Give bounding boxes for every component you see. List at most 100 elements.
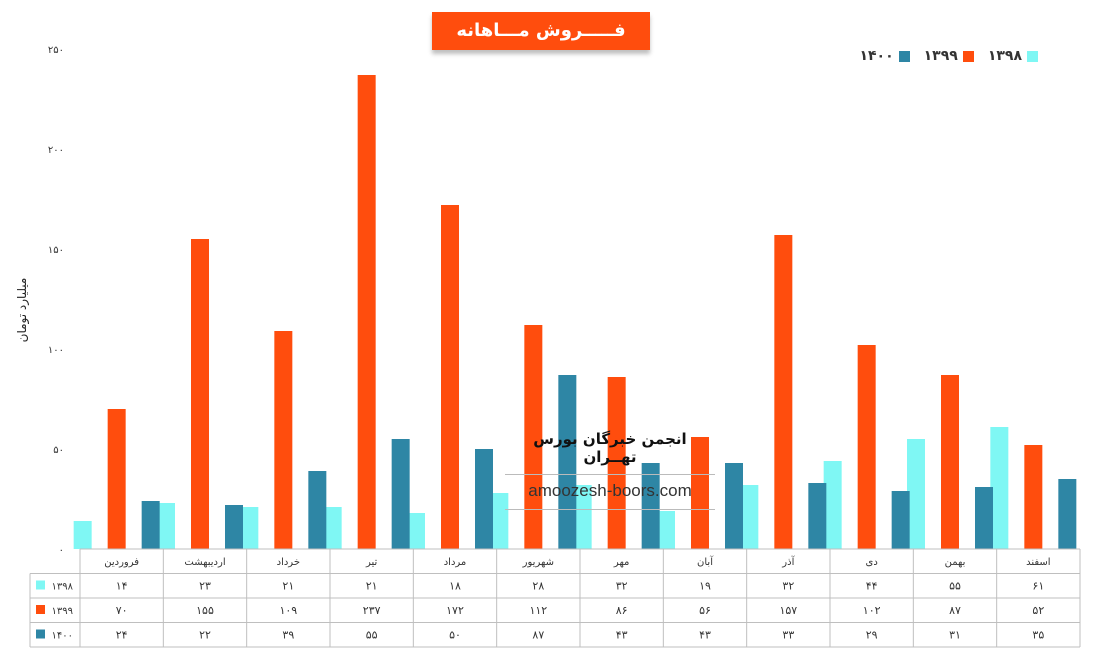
bar-2-8 — [808, 483, 827, 549]
bar-1-5 — [524, 325, 543, 549]
bar-1-10 — [941, 375, 959, 549]
table-cell: ۲۱ — [366, 580, 378, 593]
table-cell: ۲۱ — [282, 580, 294, 593]
bar-2-10 — [975, 487, 993, 549]
table-cell: ۲۳ — [199, 580, 211, 593]
table-cell: ۸۷ — [532, 629, 544, 642]
legend-label-1399: ۱۳۹۹ — [923, 48, 958, 64]
table-series-name: ۱۳۹۸ — [52, 582, 74, 593]
table-cell: ۲۳۷ — [363, 604, 381, 617]
bar-2-5 — [558, 375, 577, 549]
watermark: انجمن خبرگان بورس تهــران amoozesh-boors… — [505, 430, 715, 510]
legend-swatch-1398 — [1027, 50, 1038, 62]
legend-item-1399: ۱۳۹۹ — [924, 48, 974, 64]
bar-0-7 — [657, 511, 675, 549]
bar-2-1 — [225, 505, 243, 549]
table-cell: ۳۹ — [282, 629, 294, 642]
legend-item-1398: ۱۳۹۸ — [988, 48, 1038, 64]
category-label: اردیبهشت — [184, 557, 225, 568]
bar-0-2 — [240, 507, 259, 549]
table-cell: ۸۷ — [949, 604, 961, 617]
bar-1-0 — [107, 409, 126, 549]
table-cell: ۵۰ — [449, 629, 461, 642]
bar-2-3 — [391, 439, 410, 549]
bar-0-1 — [157, 503, 175, 549]
bar-0-0 — [73, 521, 92, 549]
watermark-url: amoozesh-boors.com — [505, 475, 715, 510]
y-tick-label: ۲۰۰ — [48, 145, 64, 156]
table-cell: ۵۵ — [366, 629, 378, 642]
legend-swatch-1400 — [898, 50, 910, 62]
bar-2-6 — [641, 463, 660, 549]
legend-swatch-1399 — [962, 50, 974, 62]
table-cell: ۱۹ — [699, 580, 711, 593]
bar-0-9 — [823, 461, 842, 549]
bar-1-3 — [357, 75, 376, 549]
category-label: مرداد — [444, 557, 467, 568]
category-label: دی — [866, 557, 878, 568]
table-swatch-2 — [36, 629, 45, 639]
category-label: آبان — [697, 555, 714, 568]
category-label: مهر — [613, 557, 629, 568]
table-cell: ۱۱۲ — [529, 604, 547, 617]
table-cell: ۳۲ — [782, 580, 794, 593]
bar-2-2 — [308, 471, 327, 549]
category-label: تیر — [365, 557, 378, 568]
table-cell: ۱۵۵ — [196, 604, 214, 617]
bar-0-6 — [573, 485, 592, 549]
bar-1-11 — [1024, 445, 1043, 549]
table-cell: ۲۸ — [532, 580, 544, 593]
table-cell: ۵۵ — [949, 580, 961, 593]
bar-0-8 — [740, 485, 759, 549]
bar-1-8 — [774, 235, 793, 549]
bar-2-11 — [1058, 479, 1077, 549]
bar-0-3 — [323, 507, 342, 549]
table-cell: ۷۰ — [116, 604, 128, 617]
table-cell: ۳۱ — [949, 629, 961, 642]
legend: ۱۳۹۸ ۱۳۹۹ ۱۴۰۰ — [838, 46, 1038, 66]
y-tick-label: ۲۵۰ — [48, 45, 64, 56]
bar-0-10 — [907, 439, 925, 549]
bar-2-9 — [891, 491, 910, 549]
bar-2-7 — [725, 463, 743, 549]
table-cell: ۵۶ — [699, 604, 711, 617]
legend-label-1400: ۱۴۰۰ — [859, 48, 894, 64]
category-label: اسفند — [1026, 557, 1050, 568]
bar-0-11 — [990, 427, 1009, 549]
category-label: بهمن — [945, 557, 966, 568]
table-cell: ۵۲ — [1032, 604, 1044, 617]
category-label: خرداد — [277, 557, 300, 568]
bar-0-4 — [407, 513, 425, 549]
table-cell: ۳۵ — [1032, 629, 1044, 642]
y-tick-label: ۵۰ — [53, 445, 64, 456]
table-swatch-0 — [36, 580, 45, 590]
y-tick-label: ۱۵۰ — [48, 245, 64, 256]
bar-0-5 — [490, 493, 509, 549]
category-label: شهریور — [522, 557, 554, 568]
bar-2-0 — [141, 501, 160, 549]
table-cell: ۱۵۷ — [779, 604, 797, 617]
table-cell: ۱۰۲ — [863, 604, 881, 617]
bar-1-4 — [441, 205, 459, 549]
table-swatch-1 — [36, 605, 45, 614]
y-axis-label: میلیارد تومان — [15, 277, 29, 343]
y-axis-label-wrap: میلیارد تومان — [2, 260, 42, 360]
table-cell: ۲۹ — [866, 629, 878, 642]
table-cell: ۶۱ — [1032, 580, 1044, 593]
y-tick-label: ۱۰۰ — [48, 345, 64, 356]
table-cell: ۱۸ — [449, 580, 461, 593]
legend-item-1400: ۱۴۰۰ — [859, 48, 910, 64]
table-series-name: ۱۳۹۹ — [52, 606, 73, 617]
table-cell: ۴۴ — [866, 580, 878, 593]
table-cell: ۱۰۹ — [279, 604, 297, 617]
table-cell: ۴۳ — [616, 629, 628, 642]
watermark-name: انجمن خبرگان بورس تهــران — [505, 430, 715, 475]
category-label: آذر — [781, 555, 795, 568]
bar-1-6 — [607, 377, 626, 549]
table-cell: ۳۲ — [616, 580, 628, 593]
table-cell: ۱۷۲ — [446, 604, 464, 617]
table-cell: ۸۶ — [616, 604, 628, 617]
table-cell: ۳۳ — [782, 629, 794, 642]
